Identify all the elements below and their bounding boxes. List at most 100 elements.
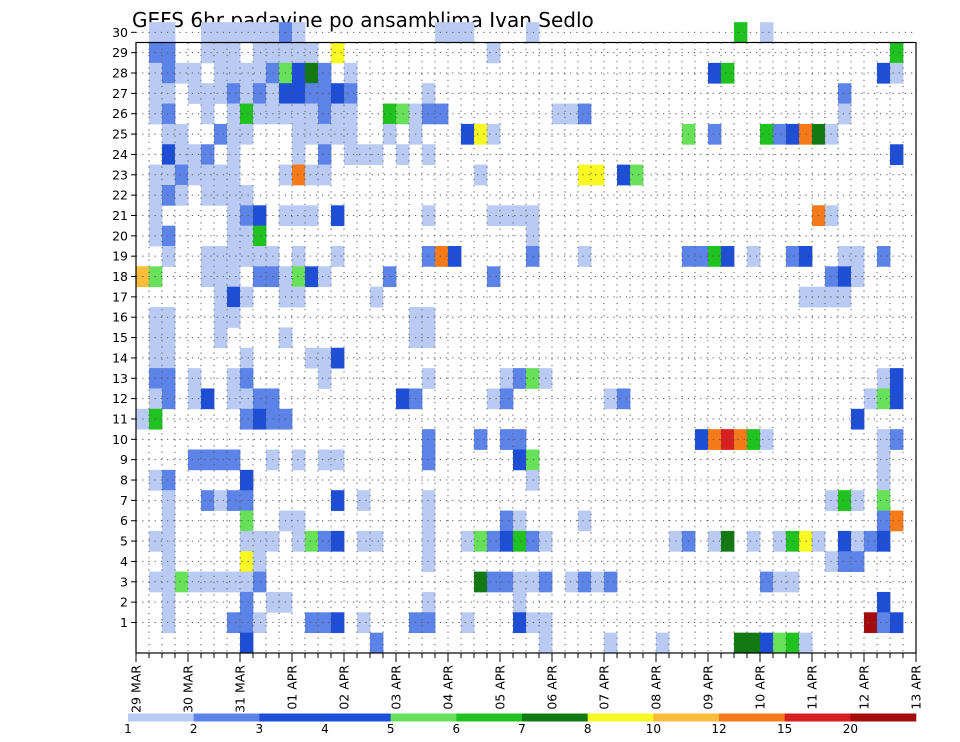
heatmap-cell [227, 449, 241, 471]
heatmap-cell [292, 246, 306, 267]
heatmap-cell [513, 205, 527, 227]
heatmap-cell [214, 22, 228, 43]
heatmap-cell [474, 571, 488, 593]
heatmap-cell [461, 123, 475, 145]
heatmap-cell [513, 591, 527, 613]
heatmap-cell [253, 83, 267, 104]
heatmap-cell [851, 408, 865, 430]
heatmap-cell [162, 591, 176, 613]
heatmap-cell [318, 368, 332, 389]
heatmap-cell [721, 530, 735, 552]
heatmap-cell [344, 83, 358, 104]
colorbar-swatch [587, 713, 654, 722]
heatmap-cell [331, 83, 345, 104]
heatmap-cell [214, 327, 228, 349]
y-tick-label: 3 [120, 574, 128, 589]
heatmap-cell [591, 164, 605, 186]
heatmap-cell [513, 530, 527, 552]
heatmap-cell [487, 123, 501, 145]
heatmap-cell [422, 612, 436, 634]
heatmap-cell [253, 246, 267, 267]
heatmap-cell [604, 632, 618, 654]
heatmap-cell [292, 42, 306, 64]
heatmap-cell [500, 368, 514, 389]
heatmap-cell [318, 347, 332, 369]
heatmap-cell [760, 571, 774, 593]
x-tick-label: 05 APR [493, 665, 508, 710]
heatmap-cell [708, 429, 722, 450]
heatmap-cell [422, 490, 436, 511]
heatmap-cell [318, 144, 332, 165]
heatmap-cell [747, 429, 761, 450]
colorbar-label: 12 [711, 722, 726, 736]
colorbar-label: 3 [256, 722, 264, 736]
heatmap-cell [201, 246, 215, 267]
heatmap-cell [435, 103, 449, 125]
colorbar-label: 1 [124, 722, 132, 736]
heatmap-cell [240, 246, 254, 267]
heatmap-cell [162, 22, 176, 43]
heatmap-cell [851, 266, 865, 288]
heatmap-cell [708, 62, 722, 84]
heatmap-cell [162, 62, 176, 84]
x-tick-label: 29 MAR [129, 665, 144, 713]
heatmap-cell [240, 530, 254, 552]
heatmap-cell [890, 368, 904, 389]
heatmap-cell [162, 571, 176, 593]
heatmap-cell [188, 449, 202, 471]
colorbar-swatch [784, 713, 851, 722]
heatmap-cell [422, 368, 436, 389]
heatmap-cell [721, 62, 735, 84]
heatmap-cell [201, 571, 215, 593]
heatmap-cell [864, 388, 878, 410]
heatmap-cell [240, 205, 254, 227]
heatmap-cell [214, 164, 228, 186]
heatmap-cell [318, 164, 332, 186]
heatmap-cell [305, 612, 319, 634]
heatmap-cell [253, 266, 267, 288]
heatmap-cell [318, 612, 332, 634]
colorbar-swatch [522, 713, 588, 722]
heatmap-cell [240, 286, 254, 308]
heatmap-cell [357, 612, 371, 634]
heatmap-cell [838, 530, 852, 552]
heatmap-cell [357, 530, 371, 552]
heatmap-cell [253, 388, 267, 410]
heatmap-cell [214, 184, 228, 206]
heatmap-cell [760, 429, 774, 450]
colorbar-label: 4 [321, 722, 329, 736]
heatmap-cell [240, 62, 254, 84]
heatmap-cell [838, 266, 852, 288]
heatmap-cell [526, 22, 540, 43]
x-tick-label: 09 APR [701, 665, 716, 710]
heatmap-cell [734, 429, 748, 450]
heatmap-cell [240, 123, 254, 145]
heatmap-cell [747, 530, 761, 552]
heatmap-cell [838, 551, 852, 572]
heatmap-cell [370, 286, 384, 308]
heatmap-cell [331, 123, 345, 145]
heatmap-cell [214, 246, 228, 267]
heatmap-cell [292, 205, 306, 227]
heatmap-cell [747, 632, 761, 654]
heatmap-cell [877, 612, 891, 634]
heatmap-cell [877, 62, 891, 84]
heatmap-cell [201, 144, 215, 165]
heatmap-cell [292, 164, 306, 186]
heatmap-cell [721, 246, 735, 267]
colorbar-swatch [259, 713, 326, 722]
heatmap-cell [292, 62, 306, 84]
heatmap-cell [240, 388, 254, 410]
heatmap-cell [422, 83, 436, 104]
heatmap-cell [188, 164, 202, 186]
colorbar-swatch [719, 713, 785, 722]
colorbar-swatch [850, 713, 917, 722]
heatmap-cell [513, 510, 527, 532]
heatmap-cell [487, 42, 501, 64]
heatmap-cell [838, 83, 852, 104]
heatmap-cell [201, 22, 215, 43]
heatmap-cell [175, 62, 189, 84]
heatmap-cell [877, 368, 891, 389]
heatmap-cell [305, 164, 319, 186]
